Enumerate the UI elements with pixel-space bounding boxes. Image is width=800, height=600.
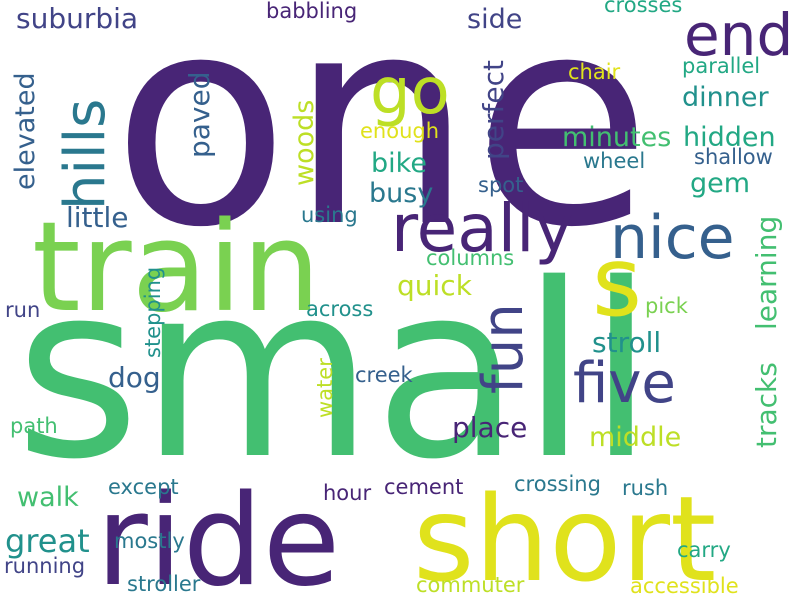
word-stroller: stroller	[127, 572, 201, 596]
word-across: across	[306, 297, 374, 321]
word-using: using	[301, 203, 358, 227]
word-cement: cement	[384, 475, 464, 499]
word-perfect: perfect	[477, 60, 510, 160]
word-carry: carry	[677, 538, 731, 562]
word-creek: creek	[355, 363, 413, 387]
word-gem: gem	[690, 168, 751, 199]
word-ride: ride	[96, 467, 341, 600]
word-s: s	[592, 226, 643, 338]
word-hidden: hidden	[683, 122, 776, 153]
word-enough: enough	[360, 119, 440, 143]
word-dinner: dinner	[682, 82, 769, 113]
word-hills: hills	[53, 98, 118, 210]
word-paved: paved	[183, 71, 216, 158]
word-great: great	[5, 522, 90, 560]
word-side: side	[467, 4, 523, 35]
word-quick: quick	[397, 269, 472, 302]
word-woods: woods	[289, 99, 320, 186]
word-shallow: shallow	[694, 145, 773, 169]
word-path: path	[10, 414, 58, 438]
word-really: really	[391, 190, 574, 267]
word-run: run	[5, 298, 41, 322]
word-pick: pick	[645, 294, 688, 318]
word-spot: spot	[478, 173, 524, 197]
word-wheel: wheel	[583, 149, 646, 173]
word-fun: fun	[471, 303, 536, 394]
word-accessible: accessible	[630, 574, 739, 598]
word-stroll: stroll	[592, 326, 662, 359]
word-go: go	[370, 55, 450, 129]
word-little: little	[66, 201, 129, 234]
word-place: place	[452, 411, 528, 444]
word-except: except	[108, 475, 179, 499]
word-one: one	[112, 0, 652, 291]
word-minutes: minutes	[562, 122, 672, 153]
word-running: running	[4, 554, 86, 578]
word-rush: rush	[622, 476, 669, 500]
word-tracks: tracks	[750, 362, 783, 448]
word-train: train	[32, 196, 321, 340]
word-elevated: elevated	[10, 72, 41, 190]
word-dog: dog	[108, 361, 161, 394]
word-middle: middle	[589, 422, 682, 453]
word-busy: busy	[369, 178, 434, 209]
word-hour: hour	[323, 481, 372, 505]
word-learning: learning	[750, 215, 783, 330]
word-commuter: commuter	[416, 573, 525, 597]
word-bike: bike	[371, 148, 427, 179]
word-crosses: crosses	[604, 0, 683, 17]
word-nice: nice	[610, 203, 735, 273]
word-mostly: mostly	[114, 529, 185, 553]
word-short: short	[413, 470, 717, 600]
word-columns: columns	[426, 246, 515, 270]
word-water: water	[313, 358, 337, 418]
word-stepping: stepping	[141, 266, 165, 358]
word-parallel: parallel	[682, 54, 761, 78]
word-crossing: crossing	[514, 472, 601, 496]
word-end: end	[684, 1, 794, 69]
word-babbling: babbling	[266, 0, 358, 23]
word-small: small	[15, 232, 655, 512]
word-chair: chair	[568, 60, 621, 84]
word-walk: walk	[17, 482, 79, 513]
word-suburbia: suburbia	[16, 2, 139, 35]
word-five: five	[573, 351, 676, 416]
